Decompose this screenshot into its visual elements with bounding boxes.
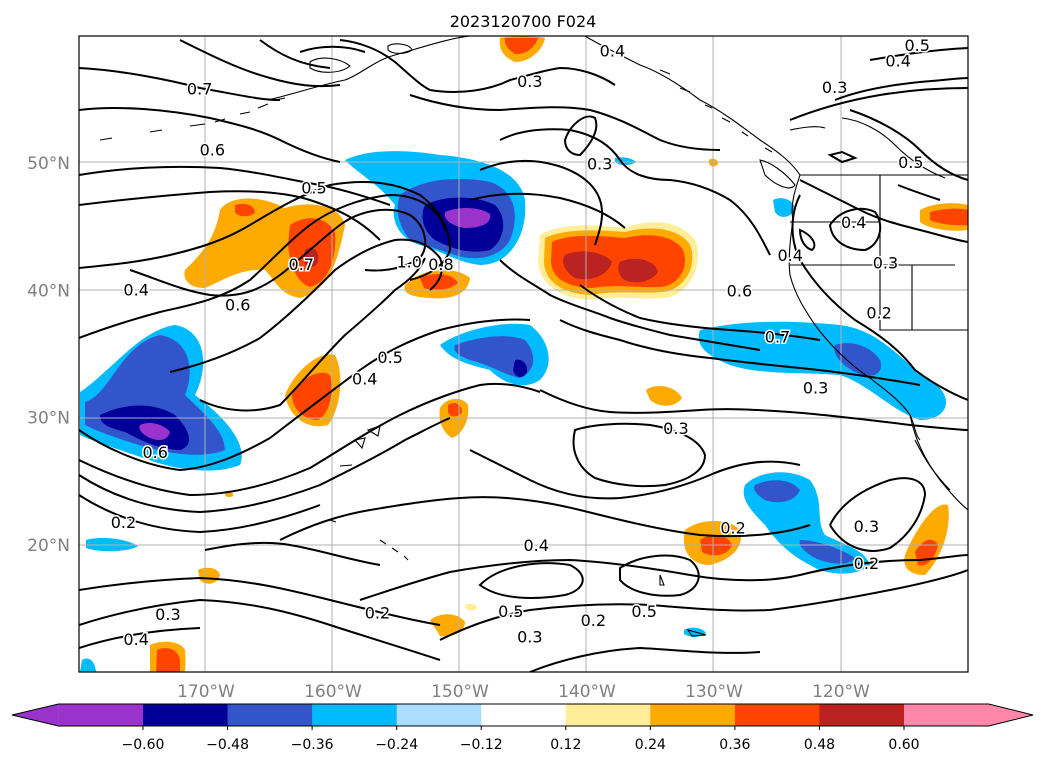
contour-label: 0.3 bbox=[873, 254, 898, 273]
contour-label: 0.4 bbox=[523, 536, 548, 555]
contour-label: 0.2 bbox=[365, 603, 390, 622]
colorbar-tick-label: −0.48 bbox=[206, 737, 249, 753]
colorbar-segment bbox=[565, 704, 651, 726]
contour-label: 0.3 bbox=[517, 628, 542, 647]
contour-label: 0.3 bbox=[663, 419, 688, 438]
longitude-labels: 170°W 160°W 150°W 140°W 130°W 120°W bbox=[177, 682, 870, 702]
contour-label: 0.4 bbox=[885, 51, 910, 70]
lat-label: 40°N bbox=[27, 281, 70, 301]
contour-label: 0.4 bbox=[777, 246, 802, 265]
contour-label: 0.3 bbox=[587, 154, 612, 173]
colorbar-tick-label: −0.12 bbox=[460, 737, 503, 753]
contour-label: 0.5 bbox=[898, 153, 923, 172]
colorbar-segment bbox=[312, 704, 398, 726]
lon-label: 140°W bbox=[558, 682, 616, 702]
colorbar-extend-low-tip bbox=[12, 704, 59, 726]
bc-islands bbox=[759, 159, 796, 189]
lon-label: 120°W bbox=[812, 682, 870, 702]
lon-label: 130°W bbox=[685, 682, 743, 702]
contour-label: 0.7 bbox=[289, 255, 314, 274]
lat-label: 30°N bbox=[27, 409, 70, 429]
lon-label: 160°W bbox=[304, 682, 362, 702]
lon-label: 150°W bbox=[431, 682, 489, 702]
contour-label: 0.2 bbox=[720, 518, 745, 537]
contour-label: 0.4 bbox=[123, 280, 148, 299]
contour-label: 0.2 bbox=[581, 611, 606, 630]
shading-layer bbox=[80, 36, 968, 672]
colorbar-segment bbox=[819, 704, 905, 726]
contour-label: 0.8 bbox=[428, 255, 453, 274]
contour-label: 0.7 bbox=[187, 79, 212, 98]
colorbar-segment bbox=[734, 704, 820, 726]
lat-label: 50°N bbox=[27, 154, 70, 174]
colorbar-extend-high bbox=[904, 704, 1033, 726]
contour-label: 0.7 bbox=[765, 327, 790, 346]
colorbar-tick-label: −0.36 bbox=[291, 737, 334, 753]
contour-label: 1.0 bbox=[396, 252, 421, 271]
colorbar-extend-low bbox=[58, 704, 143, 726]
contour-label: 0.6 bbox=[200, 140, 225, 159]
contour-label: 0.4 bbox=[841, 213, 866, 232]
contour-label: 0.4 bbox=[352, 369, 377, 388]
contour-label: 0.3 bbox=[822, 78, 847, 97]
contour-label: 0.5 bbox=[631, 602, 656, 621]
contour-label: 0.2 bbox=[111, 513, 136, 532]
colorbar-segment bbox=[650, 704, 736, 726]
shading-neg-calif-inner bbox=[834, 343, 881, 376]
contour-label: 0.5 bbox=[377, 348, 402, 367]
shading-pos-central-core bbox=[563, 251, 612, 280]
contour-label: 0.5 bbox=[904, 36, 929, 55]
colorbar-tick-label: −0.24 bbox=[375, 737, 418, 753]
colorbar-tick-label: −0.60 bbox=[122, 737, 165, 753]
se-alaska-coast bbox=[584, 36, 801, 176]
colorbar-segment bbox=[227, 704, 313, 726]
contour-label: 0.6 bbox=[727, 282, 752, 301]
contour-labels: 0.70.60.50.70.60.41.0 0.80.50.40.60.20.30… bbox=[109, 36, 931, 651]
colorbar-tick-label: 0.36 bbox=[719, 737, 750, 753]
hawaii bbox=[329, 519, 409, 561]
map-panel: 0.70.60.50.70.60.41.0 0.80.50.40.60.20.30… bbox=[79, 36, 968, 672]
contour-label: 0.4 bbox=[123, 630, 148, 649]
colorbar-segment bbox=[396, 704, 482, 726]
alaska-coast bbox=[267, 36, 471, 101]
contour-label: 0.3 bbox=[517, 72, 542, 91]
colorbar-tick-label: 0.12 bbox=[550, 737, 581, 753]
contour-label: 0.3 bbox=[803, 378, 828, 397]
contour-label: 0.4 bbox=[600, 41, 625, 60]
shading-neg-se-inner bbox=[754, 480, 800, 503]
lon-label: 170°W bbox=[177, 682, 235, 702]
contour-label: 0.6 bbox=[142, 443, 167, 462]
baja bbox=[909, 414, 968, 511]
contour-label: 0.3 bbox=[155, 605, 180, 624]
contour-label: 0.2 bbox=[854, 554, 879, 573]
latitude-labels: 50°N 40°N 30°N 20°N bbox=[27, 154, 70, 556]
contour-label: 0.2 bbox=[866, 303, 891, 322]
figure-title: 2023120700 F024 bbox=[450, 12, 597, 31]
contour-label: 0.6 bbox=[225, 296, 250, 315]
shading-neg-central-min bbox=[444, 208, 491, 228]
colorbar-tick-label: 0.48 bbox=[804, 737, 835, 753]
colorbar-tick-label: 0.60 bbox=[888, 737, 919, 753]
colorbar-tick-label: 0.24 bbox=[635, 737, 666, 753]
contour-label: 0.3 bbox=[854, 517, 879, 536]
shading-neg-sub-core bbox=[513, 359, 528, 378]
colorbar: −0.60 −0.48 −0.36 −0.24 −0.12 0.12 0.24 0.36 0.4… bbox=[11, 703, 1034, 753]
colorbar-segment bbox=[143, 704, 229, 726]
colorbar-segment bbox=[481, 704, 567, 726]
map-frame bbox=[78, 35, 969, 673]
colorbar-outline bbox=[11, 703, 1034, 727]
shading-neg-west-min bbox=[139, 422, 170, 440]
contour-lines bbox=[79, 39, 968, 672]
contour-label: 0.5 bbox=[498, 602, 523, 621]
contour-label: 0.5 bbox=[301, 179, 326, 198]
lat-label: 20°N bbox=[27, 536, 70, 556]
